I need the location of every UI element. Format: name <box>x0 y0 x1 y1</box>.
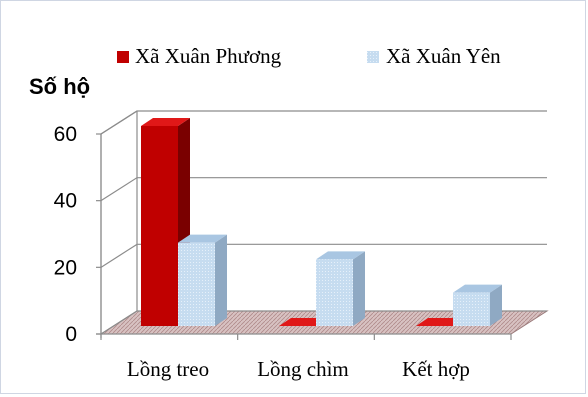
y-tick-label: 20 <box>54 256 77 279</box>
x-tick-labels: Lồng treo Lồng chìm Kết hợp <box>127 357 470 381</box>
legend-label-xuan-yen: Xã Xuân Yên <box>386 44 501 68</box>
bar-top <box>279 318 328 326</box>
bar-group <box>279 318 328 326</box>
x-tick-label: Kết hợp <box>402 357 470 381</box>
bar-top <box>178 234 227 243</box>
y-axis-title: Số hộ <box>29 74 90 99</box>
bar-top <box>316 251 365 260</box>
x-tick-label: Lồng chìm <box>257 357 349 381</box>
bar-side <box>490 284 502 326</box>
gridlines <box>96 110 547 340</box>
bar <box>178 242 215 326</box>
gridline <box>100 177 547 202</box>
bar-group <box>178 234 227 326</box>
y-tick-label: 0 <box>65 323 77 346</box>
bar-side <box>353 251 365 326</box>
y-tick-label: 40 <box>54 190 77 213</box>
gridline <box>100 310 547 335</box>
bar-top <box>453 284 502 293</box>
back-wall <box>137 111 547 311</box>
bar-group <box>416 318 465 326</box>
bar-top <box>416 318 465 326</box>
side-wall-edge <box>100 110 138 334</box>
y-tick-label: 60 <box>54 123 77 146</box>
gridline <box>100 110 547 135</box>
bar-group <box>453 284 502 326</box>
gridline <box>100 243 547 268</box>
legend-swatch-xuan-yen <box>367 51 379 63</box>
bar-top <box>141 118 190 126</box>
legend-swatch-xuan-phuong <box>117 51 129 63</box>
legend: Xã Xuân Phương Xã Xuân Yên <box>117 44 501 68</box>
bar <box>141 126 178 326</box>
legend-label-xuan-phuong: Xã Xuân Phương <box>135 44 282 68</box>
bar <box>453 292 490 326</box>
x-tick-label: Lồng treo <box>127 357 209 381</box>
bar-side <box>215 234 227 326</box>
bars <box>141 118 502 326</box>
bar <box>316 259 353 326</box>
bar-group <box>316 251 365 326</box>
y-tick-labels: 0 20 40 60 <box>54 123 77 346</box>
